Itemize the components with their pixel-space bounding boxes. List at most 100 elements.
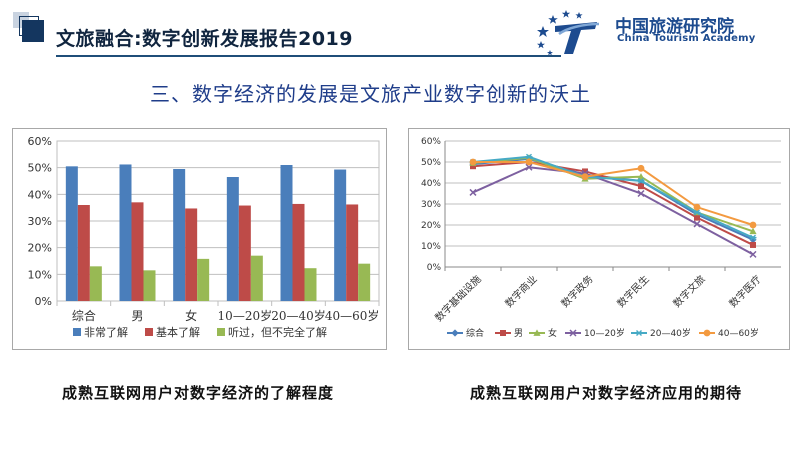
org-name-en: China Tourism Academy (617, 33, 756, 44)
header-decor-square-dark (22, 20, 44, 42)
x-tick-label: 数字商业 (502, 272, 539, 309)
x-tick-label: 数字政务 (558, 272, 595, 309)
y-tick-label: 30% (28, 215, 52, 228)
org-name-cn: 中国旅游研究院 (615, 17, 734, 37)
bar (131, 202, 144, 301)
x-tick-label: 20—40岁 (271, 308, 326, 323)
bar (89, 266, 102, 301)
expectation-line-chart: 0%10%20%30%40%50%60%数字基础设施 数字商业 数字政务 数字民生 数字… (421, 137, 781, 339)
y-tick-label: 10% (421, 242, 441, 252)
legend-label: 听过，但不完全了解 (228, 325, 327, 339)
data-point (750, 241, 756, 248)
bar (334, 169, 347, 301)
data-point (569, 329, 577, 337)
bar (280, 165, 293, 301)
awareness-bar-chart-panel: 0% 10% 20% 30% 40% 50% 60% 综合 男 女 10—20岁 20—40岁 40—6… (12, 128, 387, 350)
y-tick-label: 40% (28, 188, 52, 201)
x-tick-label: 男 (131, 309, 143, 323)
data-point-stroke (525, 163, 533, 171)
legend-label: 10—20岁 (584, 327, 625, 339)
bar (304, 268, 317, 301)
data-point (693, 220, 701, 228)
legend-label: 40—60岁 (718, 327, 759, 339)
data-point (637, 164, 645, 172)
legend-item: 综合 (447, 327, 484, 339)
data-point-stroke (469, 188, 477, 196)
data-point-stroke (749, 250, 757, 258)
legend-item: 20—40岁 (631, 327, 691, 339)
data-point-stroke (637, 189, 645, 198)
y-tick-label: 20% (421, 221, 441, 231)
data-point-stroke (636, 330, 642, 336)
series-line (472, 166, 754, 256)
y-tick-label: 50% (421, 158, 441, 168)
section-title: 三、数字经济的发展是文旅产业数字创新的沃土 (150, 82, 591, 106)
data-point (749, 221, 757, 229)
data-point (693, 209, 701, 216)
series-line (472, 155, 754, 239)
data-point (749, 234, 757, 241)
bar (292, 203, 305, 301)
legend-label: 非常了解 (84, 325, 128, 339)
bar (65, 166, 78, 301)
legend-label: 男 (514, 328, 523, 339)
data-point (500, 330, 506, 336)
legend-swatch (145, 328, 153, 336)
legend-swatch (73, 328, 81, 336)
data-point (749, 250, 757, 258)
x-tick-label: 数字医疗 (726, 272, 763, 309)
bar (197, 258, 210, 301)
y-tick-label: 40% (421, 179, 441, 189)
data-point (582, 168, 588, 175)
bar (238, 205, 251, 301)
header: 文旅融合:数字创新发展报告2019 中国旅游研究院 China Tourism … (0, 0, 800, 62)
data-point (525, 153, 533, 160)
data-point (694, 214, 700, 221)
bar (143, 270, 156, 301)
x-tick-label: 10—20岁 (218, 308, 273, 323)
expectation-line-chart-panel: 0% 10% 20% 30% 40% 50% 60% 数字基础设施 数字商业 数字政务 数字民生 数字… (408, 128, 790, 350)
legend-item: 男 (495, 328, 523, 339)
y-tick-label: 10% (28, 268, 52, 281)
x-tick-label: 女 (185, 308, 197, 323)
data-point (638, 183, 644, 190)
awareness-bar-chart: 0% 10% 20% 30% 40% 50% 60% 综合 男 女 10—20岁 20—40岁 40—6… (28, 135, 380, 339)
x-tick-label: 数字文旅 (670, 272, 707, 309)
bar (226, 177, 239, 301)
legend-label: 20—40岁 (650, 327, 691, 339)
china-tourism-academy-logo-icon (537, 10, 600, 56)
legend-item: 40—60岁 (699, 327, 759, 339)
x-tick-label: 40—60岁 (325, 308, 380, 323)
data-point (533, 329, 541, 336)
bar (77, 205, 90, 301)
y-tick-label: 60% (28, 135, 52, 148)
data-point (581, 173, 589, 181)
data-point (749, 227, 757, 235)
data-point (637, 177, 645, 184)
data-point-stroke (694, 209, 700, 216)
data-point (693, 203, 701, 211)
data-point (470, 163, 476, 170)
bar (250, 255, 263, 301)
y-tick-label: 0% (35, 295, 52, 308)
legend-label: 基本了解 (156, 325, 200, 339)
bar (173, 169, 186, 301)
y-tick-label: 0% (427, 263, 442, 273)
data-point (469, 158, 477, 166)
legend-label: 综合 (466, 327, 484, 339)
bar (358, 263, 371, 301)
y-tick-label: 20% (28, 242, 52, 255)
legend-label: 女 (548, 327, 557, 339)
data-point-stroke (750, 234, 756, 241)
legend-swatch (217, 328, 225, 336)
series-circle (469, 158, 757, 229)
series-line (473, 161, 754, 226)
left-chart-caption: 成熟互联网用户对数字经济的了解程度 (62, 384, 335, 402)
bar (346, 204, 359, 301)
y-tick-label: 60% (421, 137, 441, 147)
data-point-stroke (569, 329, 577, 337)
legend-item: 10—20岁 (565, 327, 625, 339)
y-tick-label: 50% (28, 162, 52, 175)
data-point (637, 189, 645, 198)
data-point (635, 330, 643, 336)
